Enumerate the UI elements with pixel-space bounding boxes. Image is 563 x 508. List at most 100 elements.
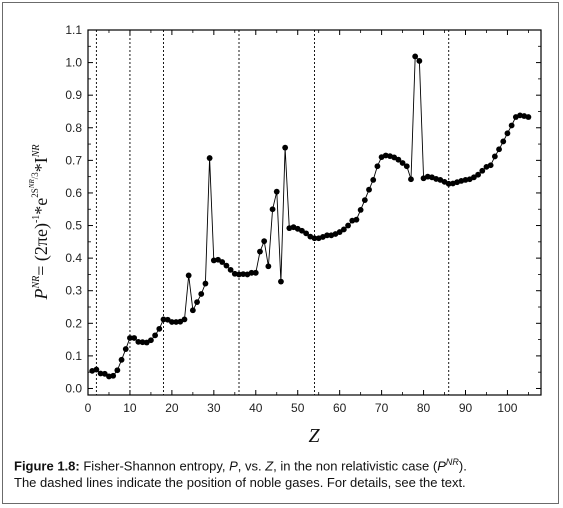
data-point (395, 156, 402, 163)
data-point (479, 167, 486, 174)
data-point (282, 144, 289, 151)
data-point (412, 53, 419, 60)
y-tick-label: 1.0 (65, 56, 82, 70)
data-point (508, 122, 515, 129)
data-point (148, 337, 154, 344)
data-point (156, 325, 163, 332)
data-point (311, 235, 318, 242)
data-point (470, 174, 477, 181)
data-point (324, 232, 330, 239)
x-axis-title: Z (308, 425, 320, 447)
y-tick-label: 0.1 (65, 349, 82, 363)
data-point (257, 248, 263, 255)
x-tick-label: 20 (165, 401, 179, 415)
data-point (206, 155, 213, 161)
caption-label: Figure 1.8: (14, 458, 80, 474)
data-point (219, 259, 226, 265)
y-tick-label: 0.4 (65, 251, 82, 265)
data-point (445, 180, 452, 187)
data-point (504, 130, 511, 137)
y-tick-label: 0.9 (65, 88, 82, 102)
data-point (408, 176, 414, 183)
caption-text-4: ). (458, 458, 467, 474)
data-point (131, 335, 138, 341)
data-point (122, 346, 129, 352)
data-point (475, 171, 481, 178)
data-point (194, 299, 200, 306)
data-point (101, 370, 108, 377)
data-point (168, 319, 175, 325)
data-point (135, 338, 142, 345)
caption-pnr: P (437, 458, 446, 474)
data-point (198, 291, 205, 297)
data-point (500, 138, 507, 145)
data-point (496, 146, 502, 153)
data-point (236, 271, 242, 278)
x-tick-label: 60 (333, 401, 347, 415)
y-tick-label: 0.3 (65, 284, 82, 298)
x-tick-label: 10 (123, 401, 137, 415)
plot-area: 0.0 0.1 0.2 0.3 0.4 0.5 0.6 0.7 0.8 0.9 1.0 1.1 0 10 2… (65, 23, 542, 415)
y-axis-title: PNR= (2πe)-1*e2SNR/3*INR (28, 144, 52, 300)
x-tick-label: 50 (291, 401, 305, 415)
y-tick-label: 0.6 (65, 186, 82, 200)
data-point (487, 162, 494, 169)
data-point (261, 238, 268, 245)
data-point (240, 271, 247, 277)
data-point (525, 114, 532, 120)
y-tick-label: 1.1 (65, 23, 82, 37)
data-point (336, 229, 343, 235)
data-point (399, 160, 406, 166)
data-point (227, 266, 234, 273)
x-tick-label: 70 (375, 401, 389, 415)
data-point (97, 370, 104, 377)
y-tick-label: 0.8 (65, 121, 82, 135)
x-tick-label: 0 (85, 401, 92, 415)
data-point (181, 316, 188, 323)
y-tick-label: 0.0 (65, 381, 82, 395)
caption-text-1: Fisher-Shannon entropy, (79, 458, 230, 474)
data-point (303, 230, 310, 237)
data-point (127, 335, 133, 341)
data-point (265, 263, 272, 270)
x-tick-label: 40 (249, 401, 263, 415)
plot-frame (87, 29, 542, 396)
data-point (252, 269, 259, 276)
data-point (491, 153, 498, 160)
data-point (361, 197, 368, 204)
data-point (403, 163, 410, 170)
x-tick-label: 30 (207, 401, 221, 415)
data-point (273, 188, 280, 195)
caption-pnr-sup: NR (445, 457, 459, 467)
figure-caption: Figure 1.8: Fisher-Shannon entropy, P, v… (14, 454, 550, 491)
caption-p: P (229, 458, 238, 474)
data-point (114, 367, 121, 374)
caption-text-3: , in the non relativistic case ( (273, 458, 438, 474)
data-point (269, 206, 276, 213)
caption-text-2: , vs. (237, 458, 266, 474)
y-tick-label: 0.7 (65, 153, 82, 167)
data-point (248, 269, 255, 276)
data-point (139, 339, 146, 346)
data-point (223, 262, 230, 269)
chart: 0.0 0.1 0.2 0.3 0.4 0.5 0.6 0.7 0.8 0.9 1.0 1.1 0 10 2… (28, 23, 542, 447)
data-point (345, 222, 351, 229)
data-point (110, 372, 117, 379)
data-point (173, 319, 179, 325)
data-point (416, 58, 423, 64)
data-point (93, 366, 100, 373)
data-point (374, 163, 381, 170)
data-point (353, 216, 360, 223)
data-point (340, 226, 347, 233)
data-point (189, 307, 196, 314)
data-point (152, 332, 159, 339)
x-tick-label: 90 (459, 401, 473, 415)
y-tick-label: 0.2 (65, 316, 82, 330)
data-point (160, 316, 167, 323)
data-point (366, 186, 372, 193)
data-point (299, 227, 305, 234)
figure-frame (2, 2, 559, 504)
data-point (185, 272, 192, 279)
data-point (118, 356, 125, 363)
caption-line-2: The dashed lines indicate the position o… (14, 475, 466, 491)
